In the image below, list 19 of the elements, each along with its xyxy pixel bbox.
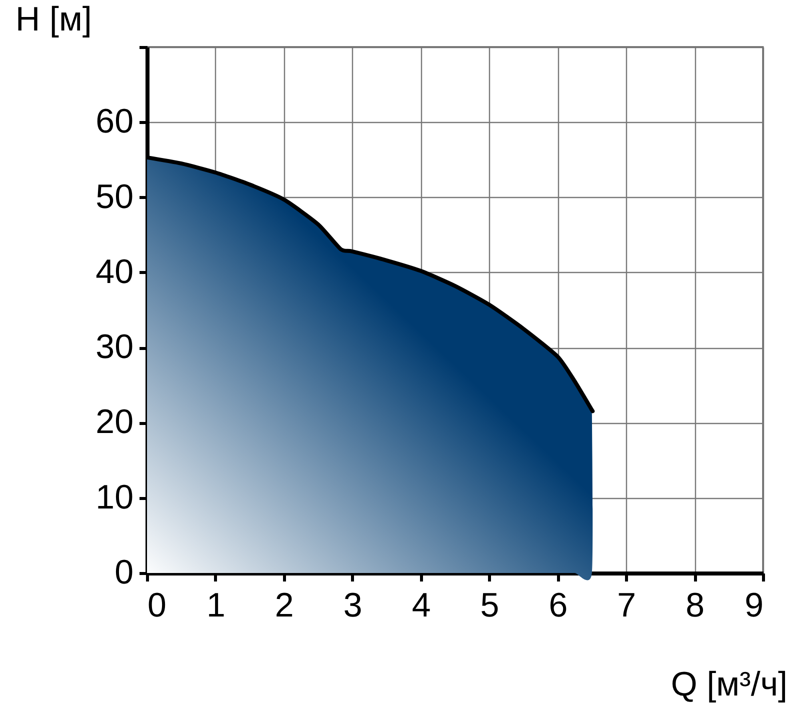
x-tick-label: 6: [548, 586, 568, 624]
y-tick-label: 10: [96, 478, 134, 516]
x-tick-label: 4: [412, 586, 431, 624]
x-tick-label: 3: [343, 586, 362, 624]
y-axis-title: H [м]: [16, 0, 92, 38]
y-tick-label: 0: [114, 554, 134, 592]
y-tick-label: 20: [96, 403, 134, 442]
x-tick-label: 8: [686, 586, 705, 624]
y-tick-label: 30: [96, 328, 134, 366]
y-tick-label: 40: [96, 252, 134, 291]
x-axis-title: Q [м³/ч]: [670, 666, 788, 704]
x-tick-label: 1: [206, 586, 226, 624]
y-tick-label: 50: [96, 178, 134, 216]
x-tick-label: 0: [148, 586, 166, 624]
x-tick-label: 5: [480, 586, 500, 624]
x-tick-label: 2: [274, 586, 294, 624]
y-tick-label: 60: [96, 102, 134, 141]
x-tick-label: 7: [617, 586, 636, 624]
x-tick-label: 9: [744, 586, 764, 624]
